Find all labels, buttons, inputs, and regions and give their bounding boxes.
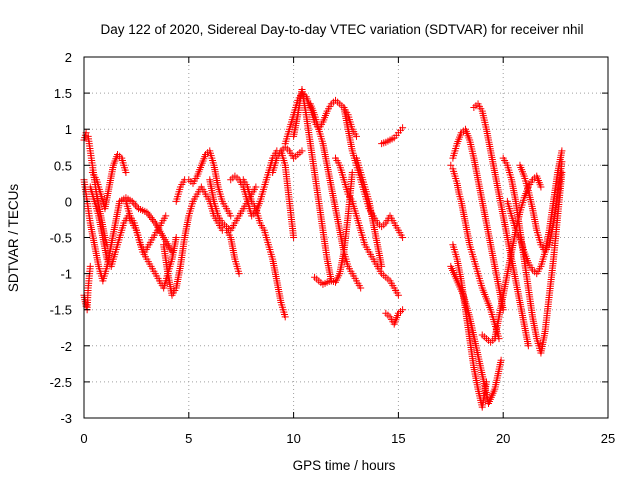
data-point-markers [382, 306, 407, 328]
series-arc6 [122, 197, 180, 292]
y-tick-label: 1.5 [54, 86, 72, 101]
y-tick-label: 0.5 [54, 158, 72, 173]
series-arc8 [172, 147, 235, 220]
series-arc13 [269, 143, 306, 177]
data-point-markers [516, 158, 566, 256]
series-arc4 [88, 150, 130, 213]
series-arc26 [447, 262, 505, 408]
chart-title: Day 122 of 2020, Sidereal Day-to-day VTE… [101, 22, 584, 37]
y-tick-label: 0 [65, 194, 72, 209]
data-points [80, 85, 566, 411]
series-arc27 [470, 100, 532, 350]
series-arc21 [378, 124, 407, 148]
y-tick-label: 2 [65, 50, 72, 65]
y-tick-label: -0.5 [50, 231, 72, 246]
x-axis-label: GPS time / hours [293, 458, 396, 473]
x-tick-label: 15 [391, 431, 405, 446]
y-tick-label: -2.5 [50, 375, 72, 390]
y-tick-label: 1 [65, 122, 72, 137]
data-point-markers [88, 150, 130, 213]
series-arc30 [503, 147, 566, 278]
series-arc31 [516, 158, 566, 256]
data-point-markers [332, 154, 402, 299]
data-point-markers [122, 197, 180, 292]
data-point-markers [239, 176, 289, 321]
data-point-markers [290, 85, 335, 285]
data-point-markers [352, 154, 386, 270]
data-point-markers [449, 125, 507, 314]
series-arc7 [160, 197, 197, 299]
axis-ticks: -3-2.5-2-1.5-1-0.500.511.520 5 10 15 20 25 [50, 50, 616, 446]
x-tick-label: 10 [286, 431, 300, 446]
y-tick-label: -1 [60, 267, 72, 282]
data-point-markers [172, 147, 235, 220]
y-tick-label: -3 [60, 411, 72, 426]
series-arc20 [352, 154, 386, 270]
series-arc12 [239, 176, 289, 321]
data-point-markers [378, 124, 407, 148]
data-point-markers [311, 169, 356, 288]
data-point-markers [470, 100, 532, 350]
x-tick-label: 25 [601, 431, 615, 446]
y-tick-label: -2 [60, 339, 72, 354]
series-arc25 [449, 125, 507, 314]
data-point-markers [189, 183, 243, 278]
y-tick-label: -1.5 [50, 303, 72, 318]
x-tick-label: 20 [496, 431, 510, 446]
series-arc15 [290, 85, 335, 285]
x-tick-label: 0 [80, 431, 87, 446]
data-point-markers [447, 161, 503, 343]
series-arc18 [332, 154, 402, 299]
x-tick-label: 5 [185, 431, 192, 446]
data-point-markers [269, 143, 306, 177]
series-arc17 [311, 169, 356, 288]
data-point-markers [503, 147, 566, 278]
series-arc23 [447, 161, 503, 343]
series-arc22 [382, 306, 407, 328]
data-point-markers [447, 262, 505, 408]
series-arc9 [189, 183, 243, 278]
data-point-markers [160, 197, 197, 299]
y-axis-label: SDTVAR / TECUs [6, 184, 21, 293]
